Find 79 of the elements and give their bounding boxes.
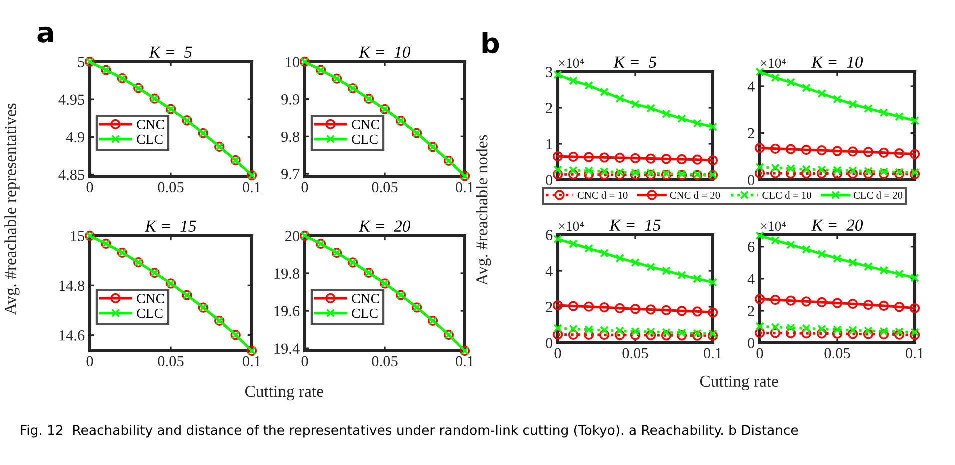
y-tick-label: 20 (286, 231, 300, 242)
y-tick-label: 15 (71, 231, 85, 242)
x-axis-title: Cutting rate (246, 386, 324, 401)
legend-label: CLC d = 10 (762, 192, 812, 199)
y-tick-label: 14.8 (60, 280, 85, 292)
x-tick-label: 0.1 (456, 356, 474, 367)
y-tick-label: 3 (546, 67, 553, 78)
chart-title: K = 10 (359, 46, 411, 58)
x-tick-label: 0.1 (906, 348, 924, 359)
y-axis-title: Avg. #reachable nodes (476, 135, 492, 286)
x-tick-label: 0.05 (372, 182, 398, 193)
chart-title: K = 20 (359, 220, 411, 232)
y-tick-label: 9.9 (282, 94, 300, 105)
text: ×10⁴ (761, 222, 786, 232)
y-tick-label: 1 (546, 139, 552, 150)
legend-label: CLC (352, 308, 378, 318)
x-tick-label: 0 (86, 356, 94, 367)
x-tick-label: 0.05 (824, 348, 850, 359)
x-tick-label: 0.1 (243, 356, 261, 367)
y-tick-label: 2 (748, 306, 754, 316)
y-tick-label: 0 (748, 175, 755, 186)
y-tick-label: 4.9 (66, 132, 85, 143)
y-tick-label: 14.6 (60, 330, 85, 341)
y-tick-label: 0 (546, 338, 553, 348)
y-tick-label: 2 (546, 103, 552, 114)
y-tick-label: 4 (748, 82, 755, 92)
y-tick-label: 5 (78, 57, 85, 68)
x-tick-label: 0.1 (243, 182, 261, 193)
y-tick-label: 4 (748, 274, 755, 284)
chart-title: K = 5 (614, 56, 657, 68)
y-tick-label: 4.85 (58, 170, 85, 180)
y-tick-label: 2 (748, 128, 754, 139)
y-tick-label: 9.7 (282, 169, 300, 180)
legend-label: CNC d = 20 (670, 192, 720, 199)
y-tick-label: 9.8 (282, 132, 300, 142)
text: b (482, 32, 500, 54)
x-tick-label: 0.05 (372, 356, 398, 367)
legend-label: CNC d = 10 (578, 192, 628, 199)
y-tick-label: 19.8 (274, 268, 300, 280)
y-tick-label: 10 (286, 57, 300, 68)
x-tick-label: 0.05 (158, 182, 184, 193)
legend-label: CNC (352, 294, 380, 304)
x-tick-label: 0 (302, 182, 308, 193)
chart-title: K = 10 (812, 56, 864, 68)
x-tick-label: 0 (554, 348, 562, 359)
x-tick-label: 0.05 (158, 356, 184, 367)
x-tick-label: 0 (86, 182, 94, 193)
y-axis-title: Avg. #reachable representatives (4, 104, 20, 316)
x-tick-label: 0 (756, 348, 764, 359)
text: a (38, 26, 54, 43)
y-tick-label: 0 (546, 175, 553, 186)
legend-label: CLC d = 20 (854, 192, 903, 199)
y-tick-label: 19.4 (274, 344, 300, 354)
legend-label: CNC (352, 120, 380, 130)
y-tick-label: 6 (748, 242, 755, 252)
text: ×10⁴ (559, 58, 584, 68)
y-tick-label: 0 (748, 338, 755, 348)
chart-title: K = 5 (149, 46, 192, 58)
y-tick-label: 4.95 (58, 94, 85, 106)
y-tick-label: 19.6 (274, 306, 300, 317)
legend-label: CLC (352, 134, 378, 144)
x-tick-label: 0.1 (704, 348, 722, 359)
text: ×10⁴ (559, 222, 584, 232)
x-tick-label: 0 (302, 356, 308, 367)
y-tick-label: 4 (546, 266, 553, 276)
x-tick-label: 0.1 (456, 182, 474, 193)
chart-title: K = 15 (610, 220, 661, 231)
chart-title: K = 20 (812, 220, 864, 231)
legend-label: CNC (137, 120, 164, 130)
caption: Fig. 12 Reachability and distance of the representatives under random-link cutting (Tokyo). a Reachability. b Distance (21, 425, 798, 438)
legend-label: CLC (137, 134, 163, 144)
x-tick-label: 0.05 (622, 348, 648, 359)
y-tick-label: 6 (546, 230, 553, 240)
x-axis-title: Cutting rate (700, 376, 778, 391)
legend-label: CLC (137, 308, 163, 318)
chart-title: K = 15 (145, 220, 196, 232)
y-tick-label: 2 (546, 302, 552, 312)
legend-label: CNC (137, 294, 164, 304)
text: ×10⁴ (761, 58, 786, 68)
